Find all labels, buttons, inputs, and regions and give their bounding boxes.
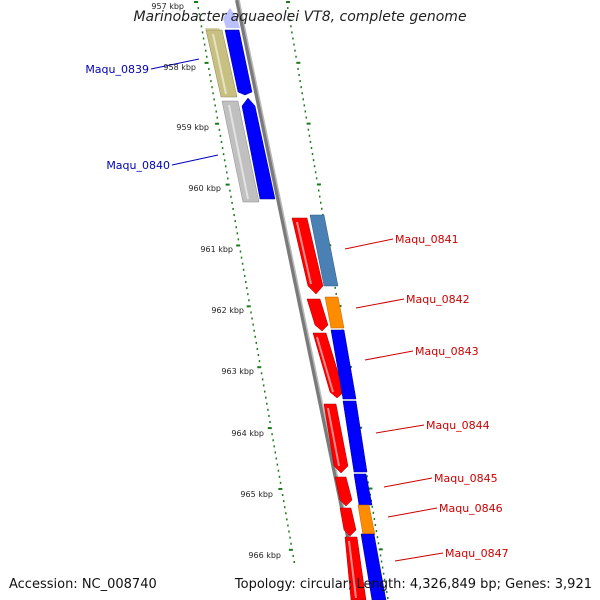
gene-maqu-0845-companion[interactable] bbox=[353, 473, 373, 506]
gene-label[interactable]: Maqu_0840 bbox=[106, 159, 170, 172]
tick-label: 958 kbp bbox=[163, 63, 196, 72]
gene-label[interactable]: Maqu_0844 bbox=[426, 419, 490, 432]
genome-summary: Topology: circular; Length: 4,326,849 bp… bbox=[234, 577, 592, 592]
gene-highlights bbox=[212, 33, 357, 599]
gene-maqu-0846-arrow[interactable] bbox=[339, 507, 357, 537]
gene-maqu-0847-companion[interactable] bbox=[360, 533, 387, 600]
tick-label: 962 kbp bbox=[211, 306, 244, 315]
gene-label[interactable]: Maqu_0847 bbox=[445, 547, 509, 560]
gene-maqu-0839-companion[interactable] bbox=[205, 29, 238, 98]
tick-label: 961 kbp bbox=[200, 245, 233, 254]
genome-title: Marinobacter aquaeolei VT8, complete gen… bbox=[133, 9, 467, 25]
gene-maqu-0845-arrow[interactable] bbox=[334, 476, 353, 507]
accession-text: Accession: NC_008740 bbox=[9, 577, 157, 592]
gene-maqu-0843-companion[interactable] bbox=[330, 329, 357, 400]
gene-label[interactable]: Maqu_0842 bbox=[406, 293, 470, 306]
gene-maqu-0840-companion[interactable] bbox=[221, 100, 260, 203]
faded-feature-top bbox=[223, 8, 240, 28]
tick-label: 963 kbp bbox=[221, 367, 254, 376]
gene-label[interactable]: Maqu_0845 bbox=[434, 472, 498, 485]
gene-maqu-0841-companion[interactable] bbox=[309, 214, 339, 287]
gene-maqu-0842-arrow[interactable] bbox=[306, 298, 329, 332]
gene-maqu-0839-arrow[interactable] bbox=[224, 29, 253, 96]
gene-label[interactable]: Maqu_0843 bbox=[415, 345, 479, 358]
gene-maqu-0842-companion[interactable] bbox=[324, 296, 345, 329]
gene-maqu-0844-companion[interactable] bbox=[342, 400, 368, 473]
gene-maqu-0840-arrow[interactable] bbox=[241, 97, 276, 200]
gene-label[interactable]: Maqu_0841 bbox=[395, 233, 459, 246]
tick-label: 964 kbp bbox=[231, 429, 264, 438]
tick-label: 960 kbp bbox=[188, 184, 221, 193]
tick-label: 957 kbp bbox=[151, 2, 184, 11]
gene-label[interactable]: Maqu_0846 bbox=[439, 502, 503, 515]
gene-maqu-0846-companion[interactable] bbox=[357, 504, 376, 536]
tick-label: 959 kbp bbox=[176, 123, 209, 132]
tick-label: 965 kbp bbox=[240, 490, 273, 499]
label-connectors bbox=[150, 58, 444, 562]
tick-label: 966 kbp bbox=[248, 551, 281, 560]
gene-label[interactable]: Maqu_0839 bbox=[85, 63, 149, 76]
